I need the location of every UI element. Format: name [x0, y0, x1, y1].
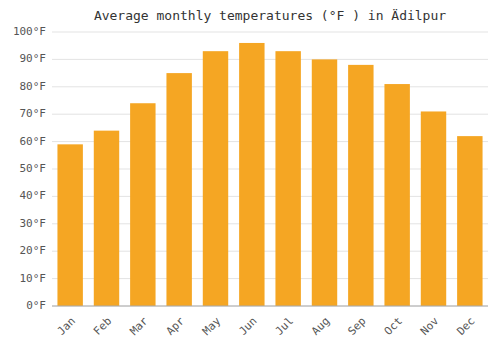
bar	[275, 51, 300, 306]
grid-line	[52, 32, 488, 33]
x-tick-label: Feb	[91, 315, 114, 338]
x-tick-label: Oct	[382, 315, 405, 338]
y-tick-label: 0°F	[26, 299, 46, 312]
title: Average monthly temperatures (°F ) in Äd…	[94, 8, 446, 23]
chart-container: Average monthly temperatures (°F ) in Äd…	[0, 0, 500, 350]
x-tick-label: Apr	[164, 314, 188, 338]
bar	[312, 59, 337, 306]
y-tick-label: 30°F	[20, 217, 47, 230]
bar	[57, 144, 82, 306]
x-tick-label: Jan	[55, 315, 78, 338]
y-tick-label: 10°F	[20, 272, 47, 285]
y-tick-label: 20°F	[20, 244, 47, 257]
y-tick-label: 70°F	[20, 107, 47, 120]
y-tick-label: 90°F	[20, 52, 47, 65]
x-tick-label: Mar	[127, 314, 151, 338]
grid-line	[52, 306, 488, 307]
y-tick-label: 60°F	[20, 135, 47, 148]
x-tick-label: Aug	[309, 315, 332, 338]
x-tick-label: May	[200, 314, 224, 338]
bar	[457, 136, 482, 306]
x-tick-label: Jul	[273, 315, 296, 338]
bar	[421, 111, 446, 306]
bar	[348, 65, 373, 306]
x-axis-line	[52, 306, 488, 307]
y-axis: 0°F 10°F 20°F 30°F 40°F 50°F 60°F 70°F 80°F 90°F 1…	[13, 25, 46, 312]
y-tick-label: 100°F	[13, 25, 46, 38]
x-tick-label: Dec	[454, 315, 477, 338]
grid	[52, 32, 488, 306]
x-axis: Jan Feb Mar Apr May Jun Jul Aug Sep Oct Nov Dec	[55, 314, 478, 338]
x-tick-label: Sep	[345, 315, 368, 338]
x-tick-label: Nov	[418, 314, 442, 338]
chart: Average monthly temperatures (°F ) in Äd…	[0, 0, 500, 350]
y-tick-label: 40°F	[20, 189, 47, 202]
grid-line	[52, 59, 488, 60]
grid-line	[52, 86, 488, 87]
bar	[203, 51, 228, 306]
x-tick-label: Jun	[236, 315, 259, 338]
bars	[57, 43, 482, 306]
bar	[166, 73, 191, 306]
y-tick-label: 50°F	[20, 162, 47, 175]
bar	[239, 43, 264, 306]
y-tick-label: 80°F	[20, 80, 47, 93]
bar	[384, 84, 409, 306]
bar	[130, 103, 155, 306]
bar	[94, 131, 119, 306]
